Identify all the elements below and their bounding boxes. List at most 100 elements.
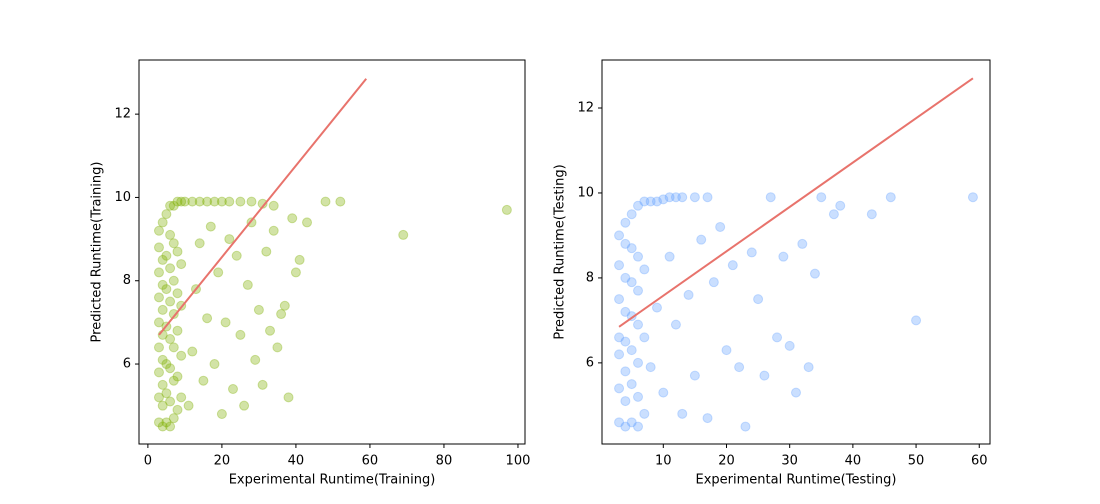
scatter-point: [242, 279, 253, 290]
scatter-point: [153, 392, 164, 403]
axes-frame: [138, 59, 526, 445]
scatter-point: [759, 370, 770, 381]
scatter-point: [176, 196, 187, 207]
scatter-point: [290, 267, 301, 278]
scatter-point: [261, 246, 272, 257]
scatter-point: [664, 251, 675, 262]
scatter-point: [161, 250, 172, 261]
scatter-point: [658, 194, 669, 205]
scatter-point: [235, 196, 246, 207]
y-tick-label: 10: [114, 190, 131, 205]
scatter-point: [168, 342, 179, 353]
scatter-point: [885, 192, 896, 203]
scatter-point: [639, 408, 650, 419]
scatter-point: [664, 192, 675, 203]
scatter-point: [172, 371, 183, 382]
scatter-point: [168, 375, 179, 386]
scatter-point: [677, 408, 688, 419]
scatter-point: [165, 229, 176, 240]
scatter-point: [224, 196, 235, 207]
scatter-point: [161, 284, 172, 295]
scatter-point: [187, 346, 198, 357]
scatter-point: [614, 349, 625, 360]
x-tick-label: 60: [362, 454, 379, 469]
scatter-point: [172, 196, 183, 207]
scatter-point: [239, 400, 250, 411]
x-tick-label: 10: [655, 454, 672, 469]
scatter-point: [187, 196, 198, 207]
scatter-point: [246, 196, 257, 207]
scatter-point: [209, 196, 220, 207]
scatter-point: [168, 275, 179, 286]
scatter-point: [320, 196, 331, 207]
scatter-point: [670, 192, 681, 203]
scatter-point: [626, 417, 637, 428]
scatter-point: [202, 313, 213, 324]
scatter-point: [620, 396, 631, 407]
y-tick-label: 6: [123, 357, 131, 372]
scatter-point: [778, 251, 789, 262]
scatter-point: [645, 196, 656, 207]
x-tick-label: 100: [506, 454, 531, 469]
scatter-point: [633, 251, 644, 262]
scatter-point: [216, 409, 227, 420]
scatter-point: [683, 289, 694, 300]
scatter-point: [224, 234, 235, 245]
scatter-point: [176, 392, 187, 403]
scatter-point: [165, 421, 176, 432]
scatter-point: [172, 404, 183, 415]
scatter-point: [633, 421, 644, 432]
scatter-point: [614, 230, 625, 241]
y-tick-label: 12: [577, 101, 594, 116]
scatter-point: [216, 196, 227, 207]
scatter-point: [220, 317, 231, 328]
scatter-point: [765, 192, 776, 203]
scatter-point: [161, 359, 172, 370]
scatter-point: [228, 384, 239, 395]
trend-line: [158, 78, 368, 336]
scatter-point: [183, 400, 194, 411]
scatter-point: [165, 334, 176, 345]
scatter-point: [276, 309, 287, 320]
scatter-point: [721, 345, 732, 356]
scatter-point: [670, 319, 681, 330]
scatter-point: [168, 238, 179, 249]
scatter-point: [620, 366, 631, 377]
scatter-point: [620, 421, 631, 432]
scatter-point: [753, 294, 764, 305]
scatter-point: [202, 196, 213, 207]
scatter-point: [265, 325, 276, 336]
scatter-point: [176, 259, 187, 270]
scatter-point: [213, 267, 224, 278]
trend-line: [618, 77, 974, 328]
y-tick-label: 10: [577, 185, 594, 200]
scatter-point: [835, 200, 846, 211]
scatter-point: [153, 267, 164, 278]
scatter-point: [272, 342, 283, 353]
scatter-point: [734, 362, 745, 373]
scatter-point: [172, 325, 183, 336]
y-tick-label: 12: [114, 107, 131, 122]
scatter-point: [501, 204, 512, 215]
x-tick-label: 80: [436, 454, 453, 469]
scatter-point: [157, 400, 168, 411]
scatter-point: [614, 294, 625, 305]
scatter-point: [633, 391, 644, 402]
scatter-point: [620, 217, 631, 228]
scatter-point: [620, 336, 631, 347]
scatter-point: [194, 196, 205, 207]
scatter-point: [153, 292, 164, 303]
scatter-point: [746, 247, 757, 258]
scatter-point: [967, 192, 978, 203]
scatter-point: [626, 209, 637, 220]
scatter-point: [784, 340, 795, 351]
scatter-point: [172, 288, 183, 299]
scatter-point: [268, 200, 279, 211]
scatter-point: [633, 357, 644, 368]
y-tick-label: 8: [586, 270, 594, 285]
x-tick-label: 40: [288, 454, 305, 469]
x-axis-label: Experimental Runtime(Testing): [696, 473, 897, 488]
scatter-point: [626, 379, 637, 390]
scatter-point: [626, 277, 637, 288]
